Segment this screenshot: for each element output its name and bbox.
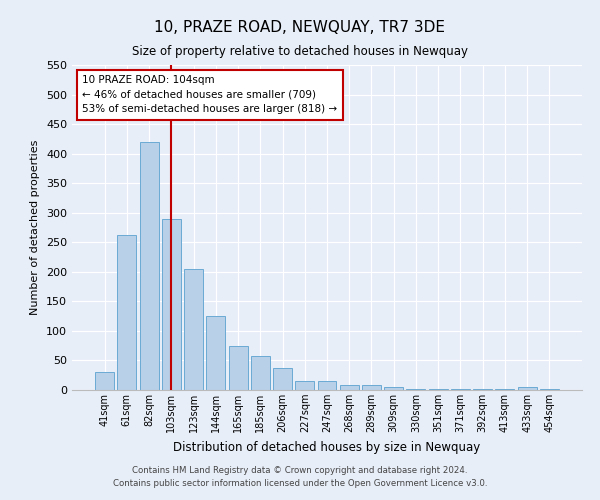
Bar <box>362 386 381 390</box>
Bar <box>451 389 470 390</box>
Bar <box>317 381 337 390</box>
Bar <box>251 356 270 390</box>
Bar <box>118 235 136 390</box>
Text: Contains HM Land Registry data © Crown copyright and database right 2024.
Contai: Contains HM Land Registry data © Crown c… <box>113 466 487 487</box>
Bar <box>206 316 225 390</box>
Bar <box>473 389 492 390</box>
Y-axis label: Number of detached properties: Number of detached properties <box>31 140 40 315</box>
Text: 10, PRAZE ROAD, NEWQUAY, TR7 3DE: 10, PRAZE ROAD, NEWQUAY, TR7 3DE <box>155 20 445 35</box>
Bar <box>406 389 425 390</box>
Bar <box>95 372 114 390</box>
Bar <box>140 142 158 390</box>
Bar <box>429 389 448 390</box>
Bar <box>229 346 248 390</box>
Bar <box>384 387 403 390</box>
Bar <box>184 269 203 390</box>
Bar <box>295 381 314 390</box>
X-axis label: Distribution of detached houses by size in Newquay: Distribution of detached houses by size … <box>173 440 481 454</box>
Bar <box>273 368 292 390</box>
Bar <box>540 389 559 390</box>
Text: Size of property relative to detached houses in Newquay: Size of property relative to detached ho… <box>132 45 468 58</box>
Bar <box>162 218 181 390</box>
Bar <box>518 387 536 390</box>
Text: 10 PRAZE ROAD: 104sqm
← 46% of detached houses are smaller (709)
53% of semi-det: 10 PRAZE ROAD: 104sqm ← 46% of detached … <box>82 74 337 114</box>
Bar <box>340 386 359 390</box>
Bar <box>496 389 514 390</box>
